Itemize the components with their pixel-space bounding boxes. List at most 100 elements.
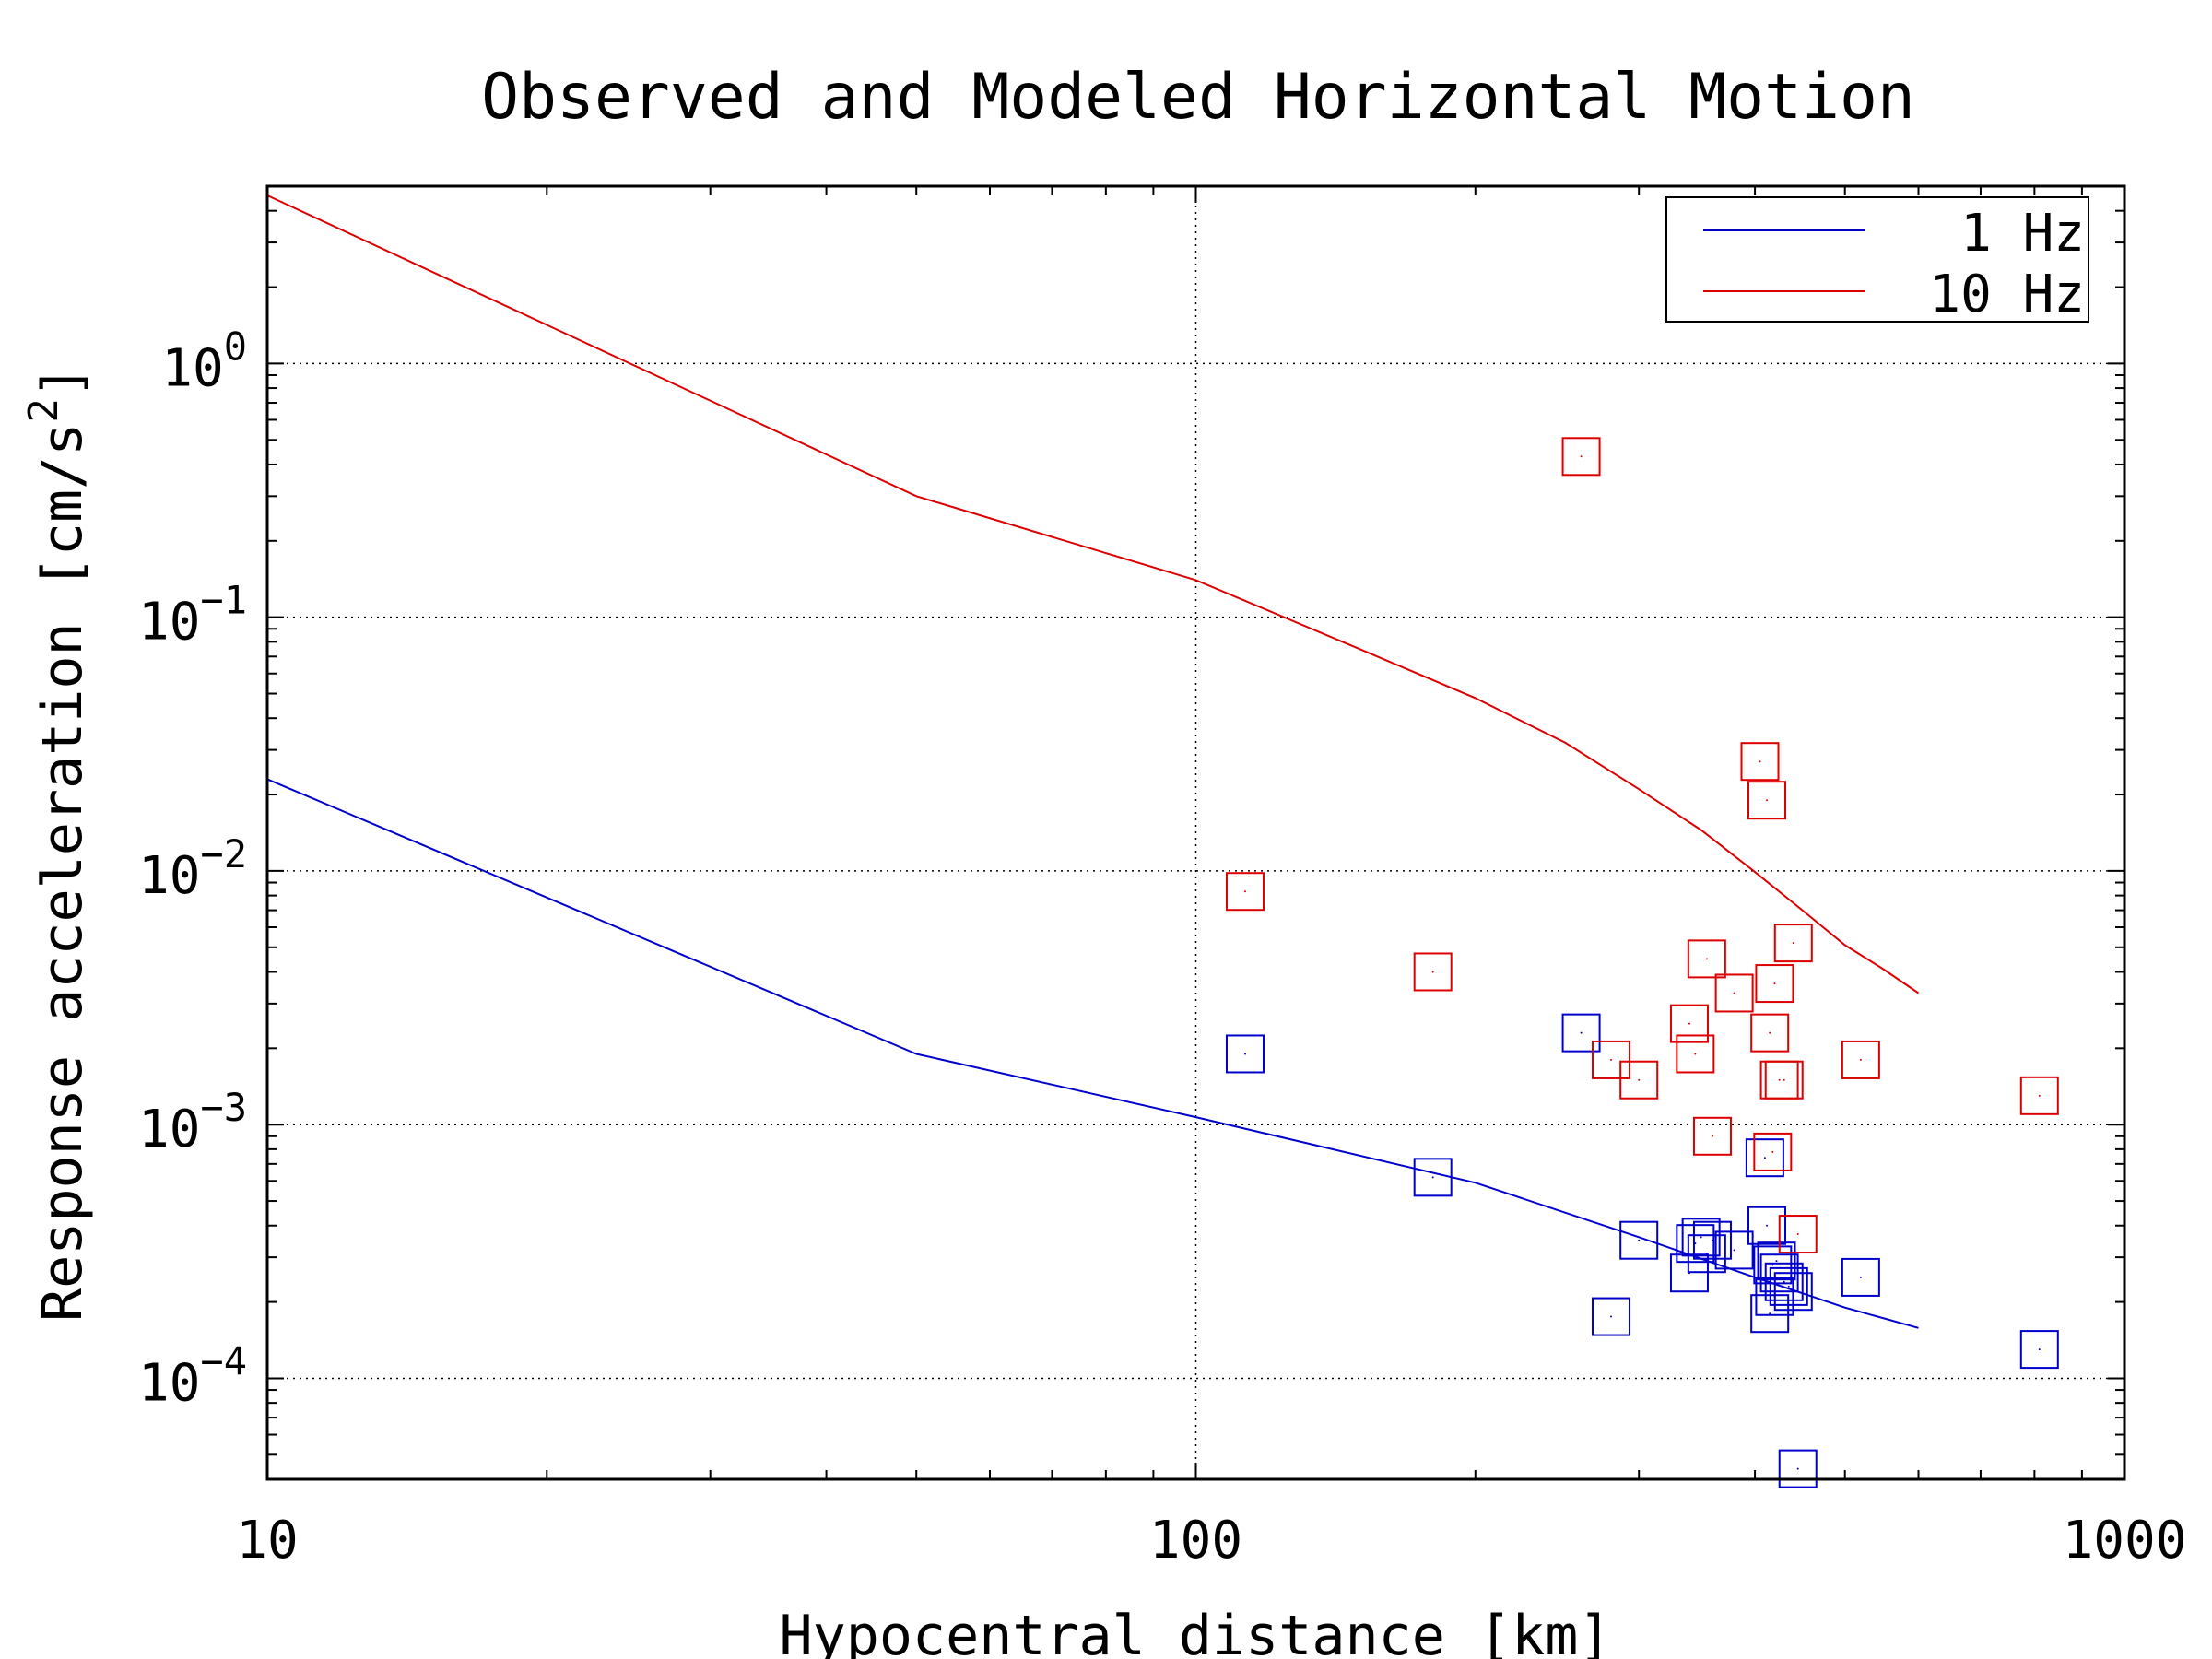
data-point-marker xyxy=(1687,1234,1726,1274)
series-line-1 xyxy=(266,194,1920,994)
series-line-0 xyxy=(266,778,1919,1329)
data-point-marker xyxy=(1755,964,1794,1004)
grid-lines xyxy=(267,186,2124,1479)
data-point-dot xyxy=(1778,1078,1781,1081)
data-point-marker xyxy=(1841,1257,1880,1297)
data-point-marker xyxy=(1757,1241,1796,1281)
data-point-dot xyxy=(1775,1260,1778,1263)
data-point-marker xyxy=(1764,1060,1804,1100)
data-point-dot xyxy=(1700,1236,1702,1239)
y-axis-label: Response acceleration [cm/s2] xyxy=(20,365,95,1322)
data-point-marker xyxy=(1692,1220,1732,1260)
y-axis-label-end: ] xyxy=(30,365,95,398)
data-point-dot xyxy=(1771,1150,1774,1153)
data-point-marker xyxy=(1413,952,1453,992)
x-tick-labels: 10 100 1000 xyxy=(236,1511,2186,1571)
data-point-marker xyxy=(1773,1272,1813,1312)
data-point-dot xyxy=(1859,1276,1862,1278)
x-tick-label: 100 xyxy=(1149,1511,1242,1571)
data-point-dot xyxy=(1796,1467,1799,1470)
legend: 1 Hz 10 Hz xyxy=(1665,196,2089,324)
data-point-dot xyxy=(1792,1290,1794,1293)
data-point-marker xyxy=(1413,1158,1453,1197)
data-point-dot xyxy=(1759,760,1761,763)
chart-title: Observed and Modeled Horizontal Motion xyxy=(481,61,1915,134)
data-point-dot xyxy=(1792,942,1794,945)
data-point-marker xyxy=(1669,1004,1709,1043)
data-point-dot xyxy=(1766,1224,1769,1227)
x-tick-label: 1000 xyxy=(2063,1511,2187,1571)
data-point-dot xyxy=(1711,1239,1713,1241)
data-point-dot xyxy=(1638,1078,1641,1081)
data-point-marker xyxy=(2019,1076,2059,1115)
data-point-marker xyxy=(1225,1034,1265,1074)
data-point-dot xyxy=(1733,1249,1735,1252)
data-point-dot xyxy=(1688,1022,1690,1025)
data-point-marker xyxy=(1619,1220,1659,1260)
data-point-marker xyxy=(1769,1266,1808,1306)
data-point-marker xyxy=(1764,1262,1804,1301)
data-point-marker xyxy=(1745,1138,1784,1178)
data-point-dot xyxy=(1580,455,1583,458)
data-point-marker xyxy=(2019,1330,2059,1370)
data-point-dot xyxy=(1733,992,1735,994)
data-point-marker xyxy=(1561,437,1601,477)
data-point-marker xyxy=(1841,1040,1880,1079)
markers-layer xyxy=(1225,437,2059,1488)
data-point-marker xyxy=(1753,1132,1793,1171)
data-point-marker xyxy=(1747,781,1787,820)
data-point-marker xyxy=(1592,1297,1631,1336)
data-point-marker xyxy=(1687,939,1726,979)
data-point-marker xyxy=(1714,973,1754,1013)
data-point-dot xyxy=(1431,971,1434,973)
data-point-dot xyxy=(2038,1348,2041,1351)
data-point-marker xyxy=(1714,1230,1754,1270)
data-point-dot xyxy=(1771,1264,1774,1266)
data-point-marker xyxy=(1692,1116,1732,1156)
legend-label-10hz: 10 Hz xyxy=(1929,265,2085,324)
y-tick-label: 10−1 xyxy=(138,578,247,653)
data-point-marker xyxy=(1592,1040,1631,1079)
data-point-dot xyxy=(1610,1315,1613,1318)
y-tick-label: 10−3 xyxy=(138,1085,247,1159)
data-point-dot xyxy=(2038,1094,2041,1097)
data-point-dot xyxy=(1783,1078,1785,1081)
data-point-marker xyxy=(1676,1224,1715,1264)
data-point-dot xyxy=(1766,799,1769,802)
series-layer xyxy=(266,194,1920,1329)
y-tick-labels: 100 10−1 10−2 10−3 10−4 xyxy=(138,324,247,1413)
data-point-marker xyxy=(1773,924,1813,963)
data-point-marker xyxy=(1750,1013,1790,1053)
data-point-marker xyxy=(1225,872,1265,912)
y-tick-label: 10−2 xyxy=(138,831,247,906)
data-point-dot xyxy=(1431,1176,1434,1179)
data-point-marker xyxy=(1676,1034,1715,1074)
data-point-dot xyxy=(1705,958,1708,960)
data-point-marker xyxy=(1778,1215,1818,1254)
data-point-marker xyxy=(1619,1060,1659,1100)
data-point-marker xyxy=(1561,1013,1601,1053)
y-tick-label: 10−4 xyxy=(138,1338,247,1413)
data-point-dot xyxy=(1769,1312,1771,1315)
data-point-marker xyxy=(1669,1253,1709,1293)
data-point-dot xyxy=(1859,1058,1862,1061)
data-point-dot xyxy=(1243,1053,1246,1055)
data-point-dot xyxy=(1711,1135,1713,1137)
data-point-marker xyxy=(1747,1206,1787,1245)
x-axis-label: Hypocentral distance [km] xyxy=(779,1604,1611,1659)
plot-frame xyxy=(265,184,2126,1481)
data-point-marker xyxy=(1681,1218,1721,1257)
data-point-dot xyxy=(1796,1233,1799,1236)
data-point-dot xyxy=(1769,1031,1771,1034)
data-point-marker xyxy=(1740,742,1780,782)
data-point-dot xyxy=(1763,1157,1766,1159)
data-point-dot xyxy=(1787,1285,1790,1288)
data-point-dot xyxy=(1773,982,1776,985)
data-point-dot xyxy=(1705,1253,1708,1255)
y-axis-label-superscript: 2 xyxy=(20,398,67,423)
data-point-dot xyxy=(1243,890,1246,893)
data-point-dot xyxy=(1783,1280,1785,1283)
data-point-marker xyxy=(1753,1245,1793,1285)
data-point-dot xyxy=(1694,1053,1697,1055)
